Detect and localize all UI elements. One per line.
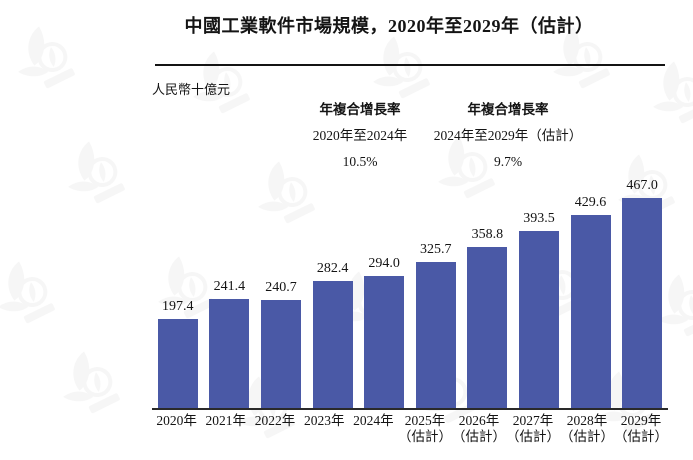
- cagr-header: 年複合增長率: [319, 102, 401, 117]
- bar-column: 429.6: [565, 195, 617, 408]
- bar-column: 241.4: [204, 198, 256, 408]
- leaf-logo-watermark: [55, 130, 134, 209]
- bar: 197.4: [157, 299, 198, 408]
- cagr-period: 2024年至2029年（估計）: [433, 128, 583, 143]
- bar-value-label: 240.7: [265, 280, 297, 295]
- x-axis-line: [152, 408, 668, 410]
- bar: 467.0: [622, 178, 663, 408]
- bar-value-label: 467.0: [626, 178, 658, 193]
- bar-column: 393.5: [513, 198, 565, 408]
- bar-column: 197.4: [152, 198, 204, 408]
- bar-column: 358.8: [462, 198, 514, 408]
- bar-column: 467.0: [616, 178, 668, 408]
- bar: 429.6: [570, 195, 611, 408]
- bar: 240.7: [260, 280, 301, 408]
- cagr-value: 10.5%: [342, 154, 378, 169]
- bar: 282.4: [312, 261, 353, 408]
- bar-value-label: 294.0: [368, 256, 400, 271]
- leaf-logo-watermark: [5, 15, 84, 94]
- x-axis-tick-label: 2024年: [353, 413, 394, 428]
- bar-value-label: 429.6: [574, 195, 607, 210]
- bar: 294.0: [364, 256, 405, 408]
- bar-value-label: 282.4: [316, 261, 349, 276]
- bar-column: 240.7: [255, 198, 307, 408]
- bar: 393.5: [518, 211, 559, 408]
- x-axis-tick-label: 2025年 （估計）: [398, 413, 453, 444]
- bar-value-label: 241.4: [213, 279, 246, 294]
- x-axis-tick-label: 2027年 （估計）: [506, 413, 561, 444]
- cagr-annotation-2020-2024: 年複合增長率 2020年至2024年 10.5%: [278, 102, 442, 170]
- bar-column: 325.7: [410, 198, 462, 408]
- x-axis-tick-label: 2020年: [156, 413, 197, 428]
- bar-chart: 197.4 241.4 240.7 282.4 294.0 325.7 358.8 393.5…: [152, 178, 668, 408]
- title-divider: [155, 64, 665, 66]
- x-axis-tick-label: 2029年 （估計）: [614, 413, 669, 444]
- x-axis-tick-label: 2026年 （估計）: [452, 413, 507, 444]
- x-axis-tick-label: 2023年: [303, 413, 345, 428]
- x-axis-labels: 2020年 2021年 2022年 2023年 2024年 2025年 （估計） 2026年（…: [152, 413, 668, 445]
- y-axis-unit-label: 人民幣十億元: [152, 82, 231, 97]
- cagr-value: 9.7%: [493, 154, 523, 169]
- x-axis-tick-label: 2021年: [205, 413, 247, 428]
- bar-value-label: 197.4: [162, 299, 194, 314]
- x-axis-tick-label: 2022年: [254, 413, 296, 428]
- leaf-logo-watermark: [640, 50, 693, 129]
- bar-value-label: 393.5: [523, 211, 555, 226]
- cagr-header: 年複合增長率: [467, 102, 549, 117]
- x-axis-tick-label: 2028年 （估計）: [560, 413, 615, 444]
- leaf-logo-watermark: [0, 250, 65, 329]
- bar-value-label: 325.7: [420, 242, 452, 257]
- bar: 241.4: [209, 279, 250, 408]
- bar: 358.8: [467, 227, 508, 408]
- page-title: 中國工業軟件市場規模，2020年至2029年（估計）: [184, 16, 594, 36]
- bar: 325.7: [415, 242, 456, 408]
- bar-value-label: 358.8: [471, 227, 504, 242]
- cagr-annotation-2024-2029: 年複合增長率 2024年至2029年（估計） 9.7%: [410, 102, 606, 170]
- leaf-logo-watermark: [50, 340, 129, 419]
- bar-column: 294.0: [358, 198, 410, 408]
- bar-column: 282.4: [307, 198, 359, 408]
- cagr-period: 2020年至2024年: [312, 128, 408, 143]
